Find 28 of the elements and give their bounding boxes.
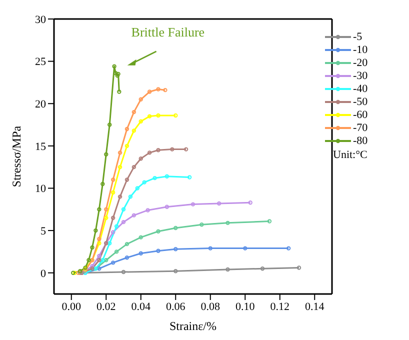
annotation: Brittle Failure (131, 24, 205, 40)
y-tick-label: 25 (35, 56, 46, 68)
legend-label: -30 (353, 70, 368, 82)
x-tick-label: 0.08 (200, 300, 220, 313)
legend-label: -20 (353, 56, 368, 68)
legend-label: -10 (353, 44, 368, 56)
legend-label: -50 (353, 96, 368, 108)
x-tick-label: 0.04 (131, 300, 151, 313)
y-tick-label: 15 (35, 140, 46, 153)
x-tick-label: 0.12 (270, 300, 290, 313)
legend-label: -40 (353, 82, 368, 94)
x-tick-label: 0.06 (166, 300, 186, 313)
text: Unit:°C (333, 149, 368, 161)
y-tick-label: 30 (35, 14, 46, 26)
legend-label: -60 (353, 108, 368, 120)
x-tick-label: 0.00 (62, 300, 82, 313)
x-tick-label: 0.10 (236, 300, 256, 313)
y-tick-label: 0 (40, 268, 46, 280)
x-tick-label: 0.02 (96, 300, 116, 313)
y-tick-label: 5 (40, 225, 46, 238)
legend-label: -5 (353, 30, 362, 42)
y-tick-label: 10 (35, 183, 46, 196)
y-axis-title: Stressσ/MPa (9, 125, 24, 188)
x-axis-title: Strainε/% (169, 319, 217, 333)
x-tick-label: 0.14 (305, 300, 325, 313)
y-tick-label: 20 (35, 98, 46, 111)
legend-label: -80 (353, 134, 368, 146)
legend-label: -70 (353, 122, 368, 134)
